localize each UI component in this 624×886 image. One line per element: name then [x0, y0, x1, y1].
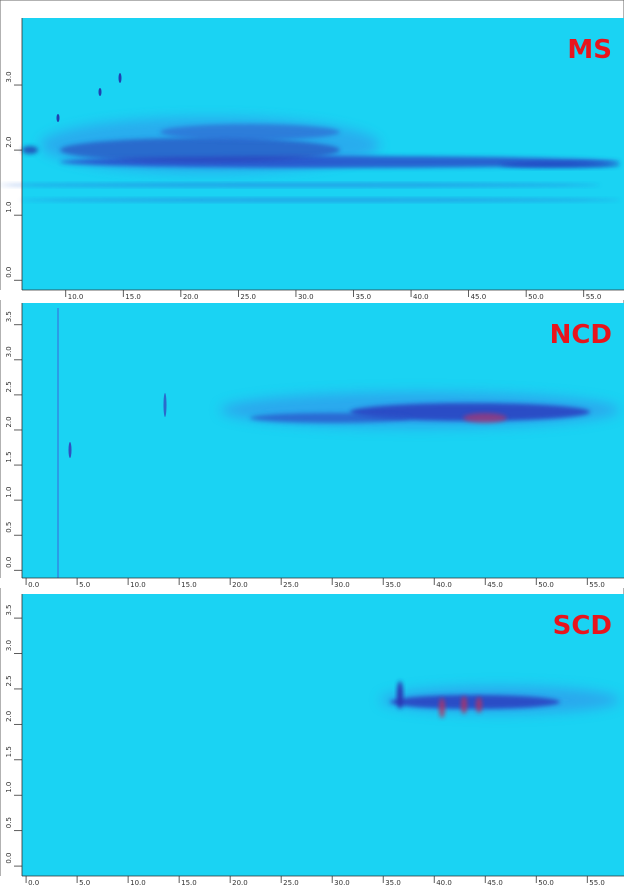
x-tick-label: 50.0 — [528, 293, 544, 301]
plot-bg — [22, 303, 624, 578]
x-tick-label: 20.0 — [232, 581, 248, 589]
x-tick-label: 55.0 — [586, 293, 602, 301]
x-tick-label: 35.0 — [356, 293, 372, 301]
x-tick-label: 0.0 — [28, 879, 39, 886]
x-axis-strip — [0, 578, 624, 588]
x-tick-label: 35.0 — [385, 879, 401, 886]
y-tick-label: 1.5 — [5, 451, 13, 462]
y-tick-label: 3.5 — [5, 605, 13, 616]
x-tick-label: 15.0 — [181, 879, 197, 886]
x-tick-label: 5.0 — [79, 581, 90, 589]
x-tick-label: 45.0 — [487, 879, 503, 886]
y-tick-label: 2.5 — [5, 381, 13, 392]
plot-bg — [22, 594, 624, 876]
ms-signal — [0, 73, 620, 202]
y-tick-label: 0.5 — [5, 522, 13, 533]
panel-title: SCD — [553, 611, 612, 641]
y-tick-label: 3.0 — [5, 640, 13, 651]
x-tick-label: 15.0 — [125, 293, 141, 301]
x-tick-label: 25.0 — [283, 581, 299, 589]
x-tick-label: 30.0 — [334, 879, 350, 886]
x-tick-label: 45.0 — [471, 293, 487, 301]
x-tick-label: 10.0 — [130, 581, 146, 589]
y-tick-label: 0.5 — [5, 817, 13, 828]
y-tick-label: 0.0 — [5, 853, 13, 864]
ncd-signal — [57, 308, 620, 578]
x-axis-strip — [0, 876, 624, 886]
x-tick-label: 10.0 — [130, 879, 146, 886]
x-tick-label: 35.0 — [385, 581, 401, 589]
y-tick-label: 2.5 — [5, 675, 13, 686]
x-tick-label: 45.0 — [487, 581, 503, 589]
x-tick-label: 40.0 — [413, 293, 429, 301]
x-tick-label: 50.0 — [538, 879, 554, 886]
y-tick-label: 1.0 — [5, 487, 13, 498]
panel-title: NCD — [550, 320, 612, 350]
y-tick-label: 2.0 — [5, 137, 13, 148]
x-tick-label: 10.0 — [68, 293, 84, 301]
x-tick-label: 40.0 — [436, 581, 452, 589]
x-tick-label: 40.0 — [436, 879, 452, 886]
x-tick-label: 25.0 — [283, 879, 299, 886]
x-tick-label: 50.0 — [538, 581, 554, 589]
y-tick-label: 2.0 — [5, 416, 13, 427]
y-tick-label: 3.0 — [5, 71, 13, 82]
y-tick-label: 3.5 — [5, 311, 13, 322]
x-tick-label: 25.0 — [240, 293, 256, 301]
x-tick-label: 55.0 — [589, 879, 605, 886]
y-tick-label: 1.0 — [5, 782, 13, 793]
x-axis-strip — [0, 290, 624, 300]
x-tick-label: 20.0 — [232, 879, 248, 886]
x-tick-label: 5.0 — [79, 879, 90, 886]
x-tick-label: 20.0 — [183, 293, 199, 301]
x-tick-label: 30.0 — [298, 293, 314, 301]
y-tick-label: 2.0 — [5, 711, 13, 722]
x-tick-label: 55.0 — [589, 581, 605, 589]
x-tick-label: 0.0 — [28, 581, 39, 589]
y-tick-label: 3.0 — [5, 346, 13, 357]
panel-title: MS — [567, 35, 612, 65]
scd-signal — [380, 681, 620, 718]
y-tick-label: 1.5 — [5, 746, 13, 757]
x-tick-label: 30.0 — [334, 581, 350, 589]
y-tick-label: 0.0 — [5, 557, 13, 568]
y-tick-label: 1.0 — [5, 202, 13, 213]
x-tick-label: 15.0 — [181, 581, 197, 589]
y-tick-label: 0.0 — [5, 267, 13, 278]
